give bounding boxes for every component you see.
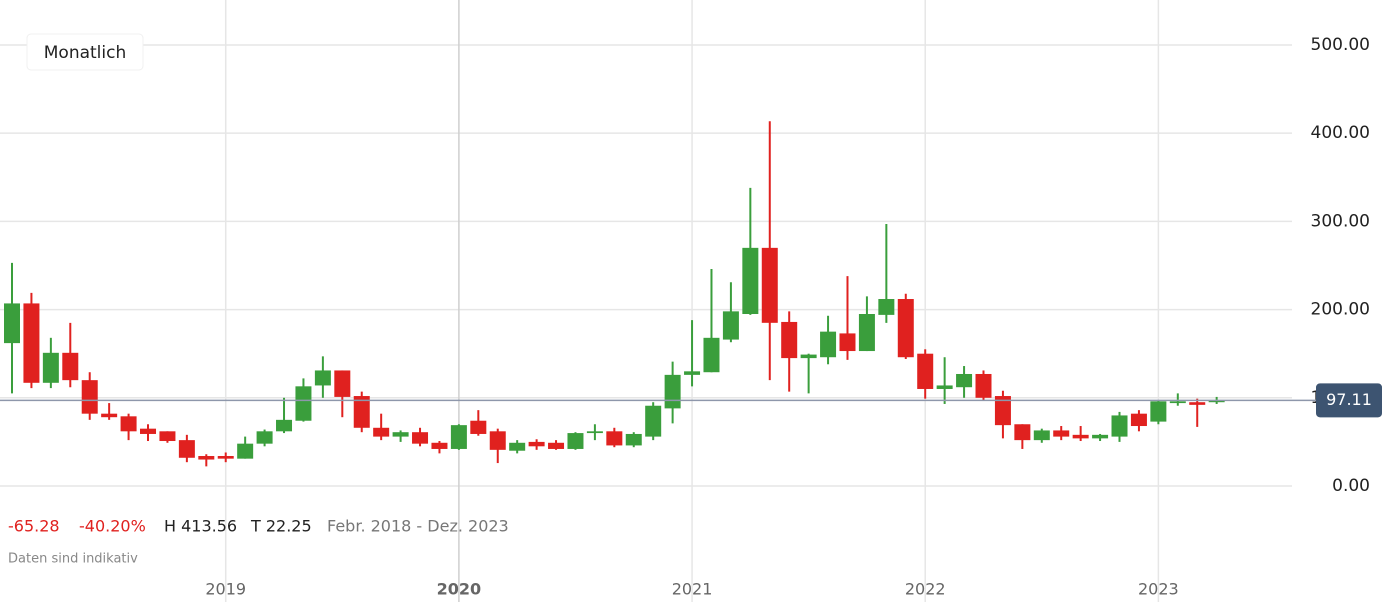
candle-body — [1130, 413, 1147, 427]
candle-body — [975, 373, 992, 398]
change: -65.28 — [8, 517, 60, 536]
candle-body — [1169, 401, 1186, 404]
candle-body — [761, 247, 778, 323]
candle-body — [489, 431, 506, 450]
candle-body — [956, 373, 973, 388]
interval-button[interactable] — [26, 33, 144, 71]
y-tick-label: 0.00 — [1332, 476, 1370, 496]
x-tick-label: 2021 — [672, 580, 713, 599]
candle-body — [1072, 434, 1089, 439]
candle-body — [858, 314, 875, 352]
y-tick-label: 200.00 — [1311, 300, 1370, 320]
candle-body — [1208, 400, 1225, 403]
candle-body — [256, 431, 273, 444]
candle-body — [509, 442, 526, 451]
candle-body — [703, 337, 720, 373]
note: Daten sind indikativ — [8, 552, 138, 567]
candle-body — [1092, 434, 1109, 439]
candle-body — [684, 371, 701, 375]
candle-body — [23, 303, 40, 383]
x-tick-label: 2019 — [205, 580, 246, 599]
candle-body — [528, 441, 545, 447]
candle-body — [994, 396, 1011, 426]
candle-body — [664, 374, 681, 409]
candle-body — [1014, 424, 1031, 441]
candle-body — [178, 440, 195, 458]
candle-body — [217, 456, 234, 459]
candle-body — [431, 442, 448, 449]
candle-body — [295, 386, 312, 421]
candle-body — [645, 405, 662, 437]
candle-body — [140, 428, 157, 434]
candle-body — [742, 247, 759, 315]
candle-body — [81, 380, 98, 414]
grid — [0, 0, 1292, 602]
candle-body — [586, 431, 603, 434]
y-tick-label: 300.00 — [1311, 211, 1370, 231]
candle-body — [1189, 402, 1206, 405]
candle-body — [4, 303, 20, 344]
candle-body — [722, 311, 739, 340]
high: H 413.56 — [164, 517, 237, 536]
candle-body — [120, 416, 137, 432]
candle-body — [412, 432, 429, 444]
candle-body — [800, 354, 817, 359]
candle-body — [625, 433, 642, 446]
candle-body — [237, 443, 254, 459]
low: T 22.25 — [250, 517, 312, 536]
candle-body — [62, 352, 79, 381]
candle-body — [314, 370, 331, 386]
candle-body — [839, 333, 856, 352]
y-tick-label: 400.00 — [1311, 123, 1370, 143]
candle-body — [353, 396, 370, 428]
candle-body — [820, 331, 837, 358]
candle-body — [878, 299, 895, 315]
candle-body — [1033, 430, 1050, 441]
candle-body — [159, 431, 176, 442]
candle-body — [897, 299, 914, 358]
candle-body — [936, 385, 953, 389]
candle-body — [334, 370, 351, 397]
candle-body — [198, 456, 215, 460]
last-price-label: 97.11 — [1326, 390, 1372, 409]
candle-body — [470, 420, 487, 434]
candle-body — [781, 321, 798, 359]
candle-body — [567, 433, 584, 449]
candle-body — [1150, 401, 1167, 422]
candle-body — [1111, 415, 1128, 437]
candle-body — [373, 427, 390, 437]
x-tick-label: 2023 — [1138, 580, 1179, 599]
candles — [4, 121, 1225, 467]
candle-body — [917, 353, 934, 389]
x-tick-label: 2020 — [437, 580, 482, 599]
candle-body — [42, 352, 59, 383]
candle-body — [276, 419, 293, 432]
candle-body — [392, 432, 409, 437]
interval-label: Monatlich — [44, 43, 127, 63]
candle-body — [606, 431, 623, 446]
x-tick-label: 2022 — [905, 580, 946, 599]
change-pct: -40.20% — [79, 517, 146, 536]
last-price-box — [1316, 383, 1382, 418]
y-tick-label: 500.00 — [1311, 35, 1370, 55]
candle-body — [548, 442, 565, 449]
candle-body — [1053, 430, 1070, 437]
candle-body — [450, 425, 467, 449]
range: Febr. 2018 - Dez. 2023 — [327, 517, 509, 536]
candle-body — [101, 413, 118, 418]
